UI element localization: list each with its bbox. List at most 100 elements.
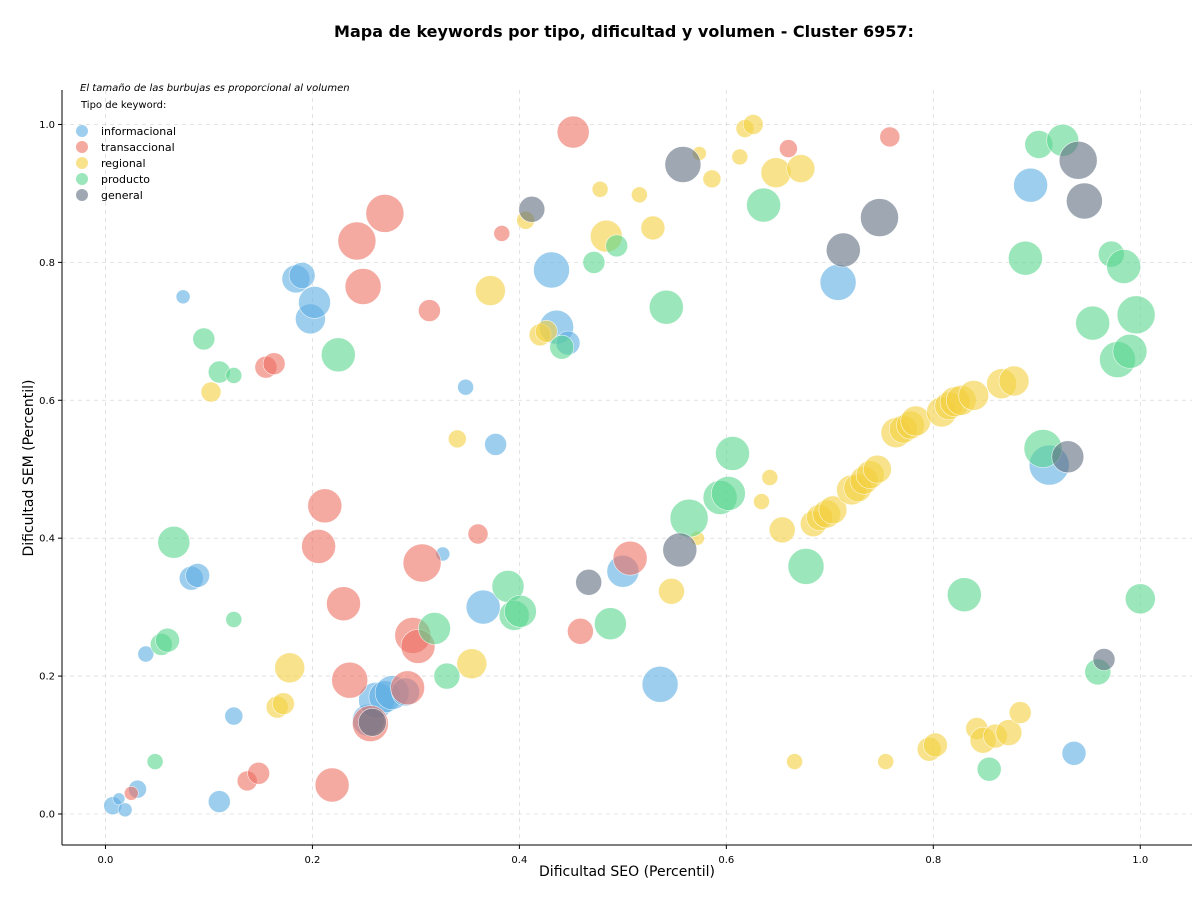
bubble-producto xyxy=(155,627,180,653)
bubble-informacional xyxy=(137,645,155,663)
bubble-producto xyxy=(225,611,243,628)
bubble-informacional xyxy=(484,433,507,456)
bubble-transaccional xyxy=(262,352,286,376)
y-tick-label: 0.0 xyxy=(39,809,55,820)
legend-label-general: general xyxy=(101,189,143,202)
axes xyxy=(61,90,1192,846)
bubble-general xyxy=(1092,648,1116,671)
series-producto xyxy=(146,124,1156,782)
bubble-transaccional xyxy=(779,139,798,158)
bubble-regional xyxy=(640,215,666,241)
y-tick-label: 0.8 xyxy=(39,258,55,269)
bubble-regional xyxy=(272,692,295,716)
bubble-transaccional xyxy=(331,661,369,699)
bubble-regional xyxy=(731,148,749,166)
series-general xyxy=(358,141,1116,737)
bubble-regional xyxy=(863,454,892,484)
bubble-informacional xyxy=(1013,167,1048,203)
bubble-general xyxy=(1066,182,1103,220)
bubble-producto xyxy=(192,327,216,351)
bubble-regional xyxy=(786,753,803,770)
bubble-regional xyxy=(900,405,932,437)
bubble-regional xyxy=(447,429,467,449)
bubble-regional xyxy=(995,719,1023,746)
x-tick-label: 0.0 xyxy=(98,855,114,866)
legend-label-producto: producto xyxy=(101,173,150,186)
bubble-regional xyxy=(475,275,506,306)
bubble-transaccional xyxy=(612,540,648,576)
bubble-informacional xyxy=(533,251,570,289)
bubble-regional xyxy=(702,169,722,189)
bubble-informacional xyxy=(641,665,679,703)
bubble-producto xyxy=(504,594,537,628)
legend-marker-regional xyxy=(76,157,88,169)
bubble-general xyxy=(1058,141,1098,180)
bubble-informacional xyxy=(208,790,231,813)
bubble-producto xyxy=(549,334,575,360)
bubble-transaccional xyxy=(344,268,382,305)
bubble-transaccional xyxy=(467,523,489,545)
bubble-regional xyxy=(591,181,609,198)
bubble-regional xyxy=(534,319,558,343)
x-tick-label: 0.8 xyxy=(925,855,941,866)
bubble-regional xyxy=(742,114,764,135)
bubble-regional xyxy=(760,157,792,188)
bubble-regional xyxy=(631,186,648,204)
bubble-transaccional xyxy=(390,670,425,706)
y-tick-label: 0.6 xyxy=(39,396,55,407)
legend-marker-informacional xyxy=(76,125,88,137)
bubble-regional xyxy=(923,732,948,758)
legend: informacional transaccional regional produc… xyxy=(76,125,176,202)
bubble-producto xyxy=(669,498,709,538)
bubble-informacional xyxy=(465,589,501,625)
bubble-producto xyxy=(320,337,356,373)
bubble-general xyxy=(575,568,603,596)
y-tick-label: 0.4 xyxy=(39,534,55,545)
bubble-regional xyxy=(768,516,796,544)
bubble-transaccional xyxy=(879,126,901,148)
bubble-informacional xyxy=(185,563,210,588)
ticks: 0.0 0.2 0.4 0.6 0.8 1.0 0.0 0.2 0.4 0.6 0.8 1.0 xyxy=(39,120,1148,866)
bubble-producto xyxy=(746,187,781,223)
bubble-regional xyxy=(658,577,685,605)
bubble-regional xyxy=(761,469,779,486)
legend-marker-transaccional xyxy=(76,141,88,153)
legend-label-regional: regional xyxy=(101,157,146,170)
chart-title: Mapa de keywords por tipo, dificultad y … xyxy=(334,22,914,41)
bubble-transaccional xyxy=(337,221,377,261)
bubble-producto xyxy=(1075,305,1110,341)
bubble-transaccional xyxy=(418,299,441,322)
bubble-producto xyxy=(433,662,461,690)
bubble-general xyxy=(662,532,698,568)
bubble-informacional xyxy=(175,289,191,305)
x-tick-label: 0.6 xyxy=(718,855,734,866)
bubble-informacional xyxy=(457,378,474,396)
bubble-producto xyxy=(225,367,243,384)
bubble-informacional xyxy=(1061,740,1087,766)
legend-marker-general xyxy=(76,189,88,201)
x-tick-label: 0.2 xyxy=(304,855,320,866)
bubble-regional xyxy=(877,753,895,770)
bubble-transaccional xyxy=(247,761,270,785)
bubble-informacional xyxy=(224,706,244,726)
bubble-producto xyxy=(1112,333,1148,369)
bubble-regional xyxy=(1008,701,1032,724)
y-axis-label: Dificultad SEM (Percentil) xyxy=(21,380,37,557)
bubble-regional xyxy=(753,493,770,510)
bubble-producto xyxy=(1116,295,1156,335)
bubble-producto xyxy=(946,577,982,613)
y-tick-label: 0.2 xyxy=(39,672,55,683)
bubble-producto xyxy=(648,289,684,325)
bubble-general xyxy=(358,707,387,737)
bubble-transaccional xyxy=(326,586,361,622)
bubble-transaccional xyxy=(402,543,442,583)
bubble-informacional xyxy=(819,264,857,301)
bubble-producto xyxy=(715,436,750,471)
bubble-transaccional xyxy=(556,115,590,149)
bubble-regional xyxy=(200,381,222,403)
x-tick-label: 0.4 xyxy=(511,855,527,866)
bubble-regional xyxy=(958,380,990,411)
bubble-transaccional xyxy=(365,194,405,233)
bubbles xyxy=(103,114,1156,818)
